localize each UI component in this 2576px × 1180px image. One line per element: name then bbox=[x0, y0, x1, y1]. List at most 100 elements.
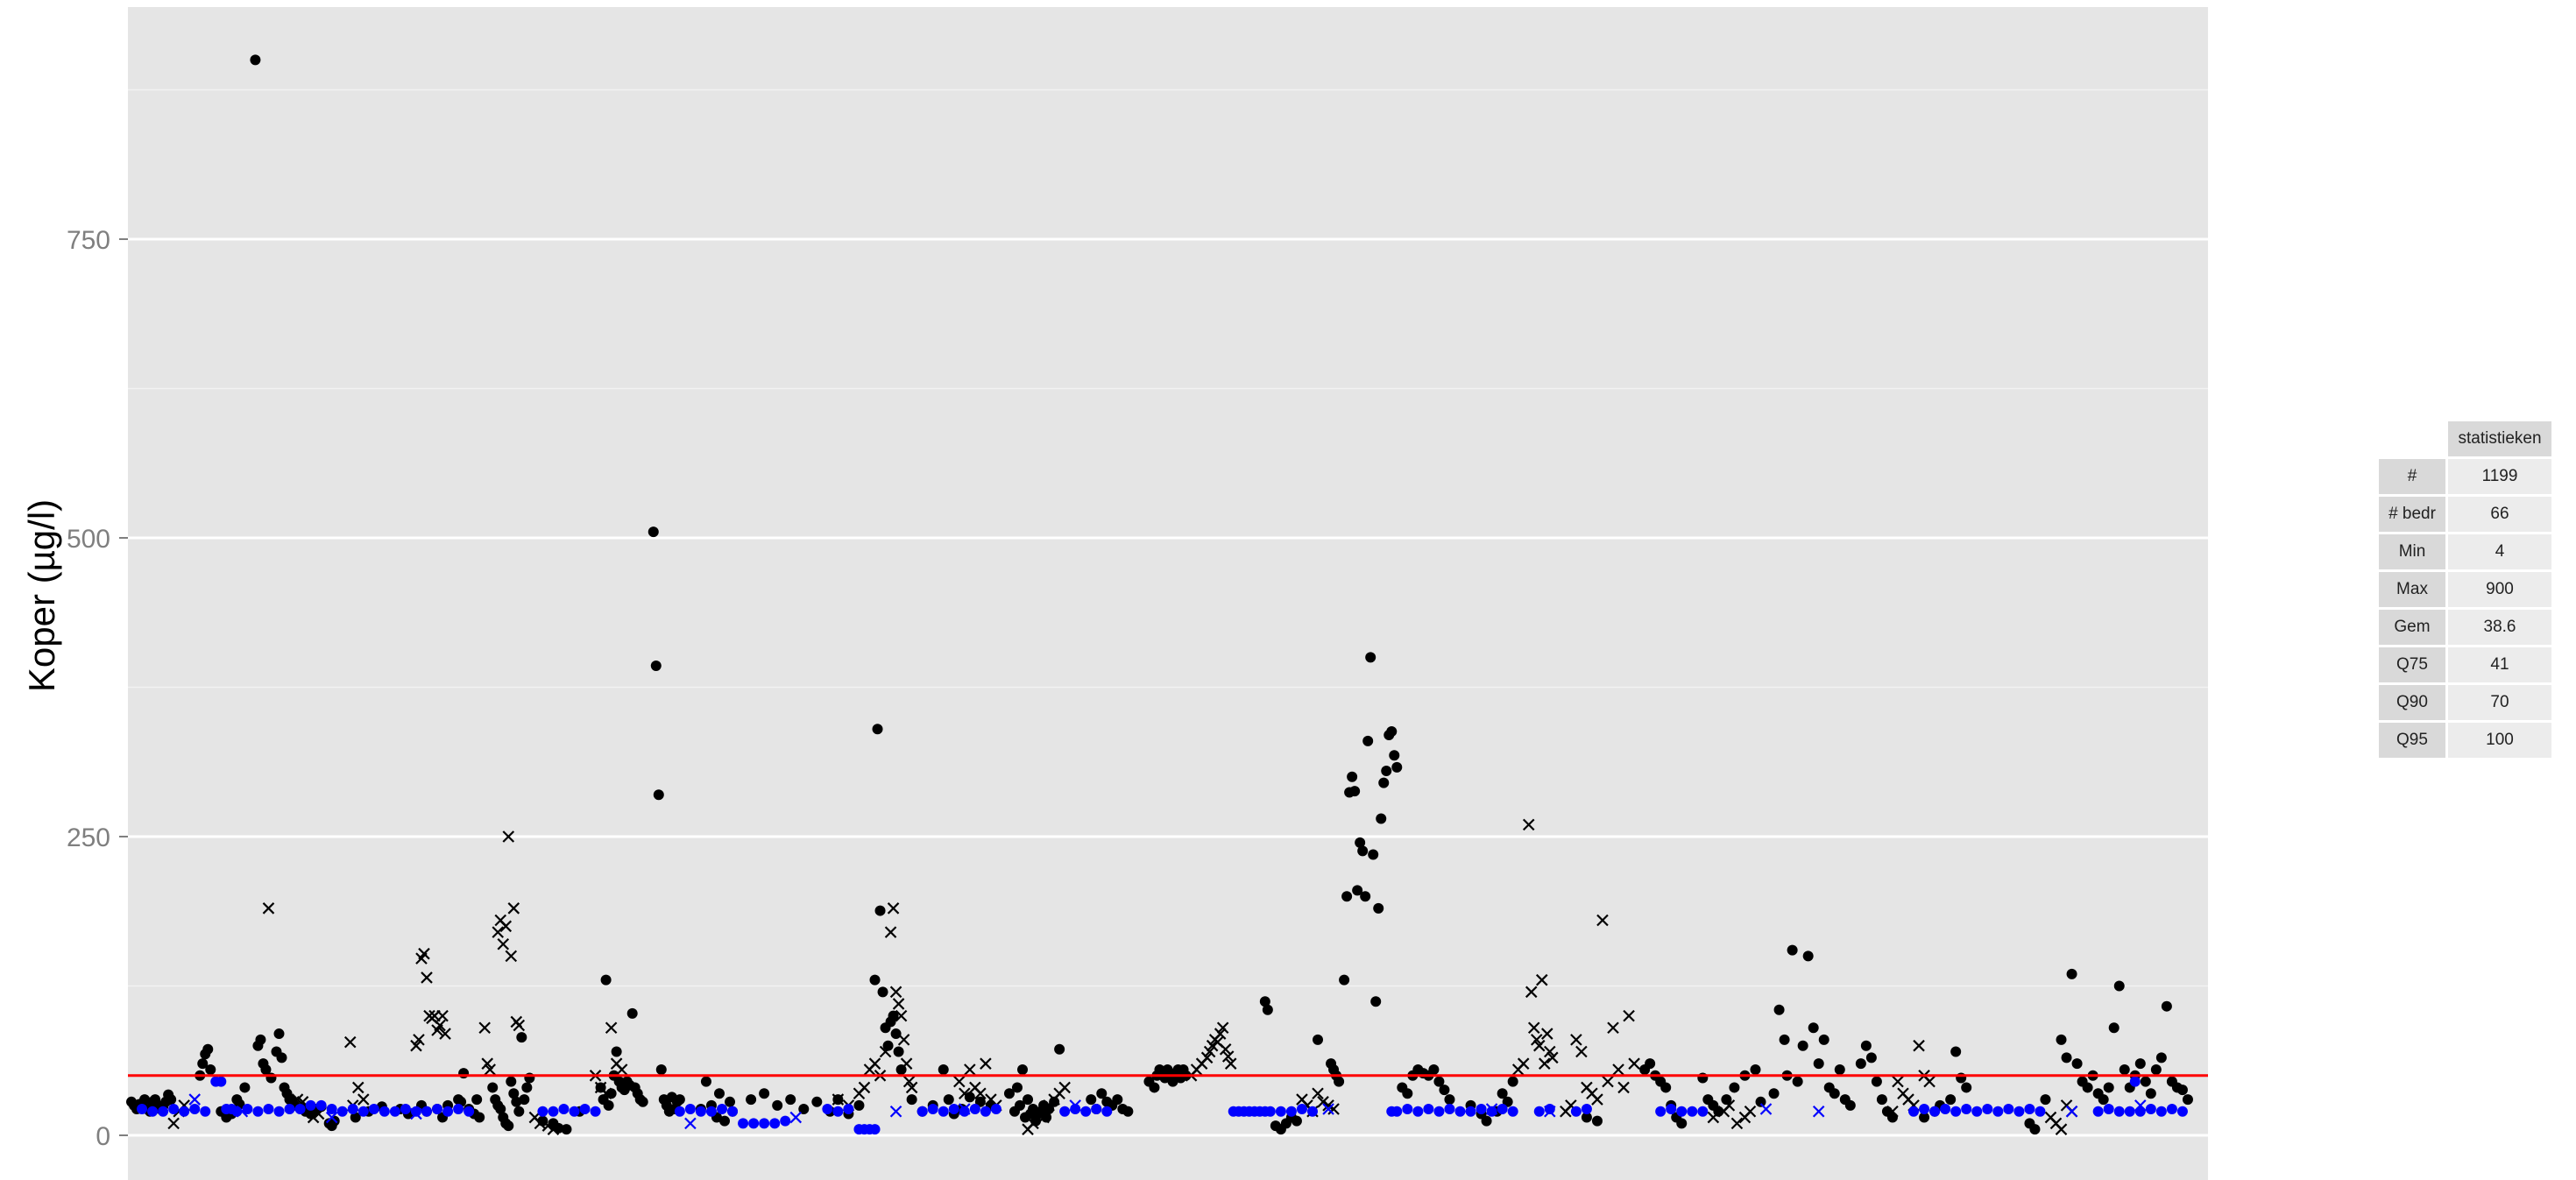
data-point bbox=[1423, 1103, 1434, 1114]
data-point bbox=[410, 1107, 422, 1120]
data-point bbox=[959, 1103, 971, 1115]
data-point bbox=[139, 1094, 151, 1106]
data-point bbox=[1750, 1063, 1761, 1075]
data-point bbox=[2065, 1105, 2078, 1118]
statistics-row: Q75 41 bbox=[2379, 647, 2551, 682]
statistics-row: Q90 70 bbox=[2379, 685, 2551, 720]
data-point bbox=[1779, 1034, 1790, 1045]
data-point bbox=[1544, 1045, 1556, 1058]
data-point bbox=[511, 1096, 522, 1107]
data-point bbox=[772, 1099, 783, 1111]
data-point bbox=[1612, 1063, 1624, 1076]
data-point bbox=[1054, 1043, 1065, 1055]
data-point bbox=[508, 1088, 520, 1099]
data-point bbox=[1533, 1106, 1545, 1117]
data-point bbox=[216, 1076, 227, 1087]
data-point bbox=[888, 1010, 899, 1021]
data-point bbox=[1439, 1085, 1450, 1096]
data-point bbox=[343, 1035, 357, 1049]
data-point bbox=[1855, 1058, 1866, 1070]
data-point bbox=[938, 1106, 949, 1117]
data-point bbox=[326, 1103, 337, 1114]
data-point bbox=[534, 1117, 547, 1130]
y-tick-label: 750 bbox=[67, 226, 110, 255]
data-point bbox=[273, 1028, 285, 1040]
data-point bbox=[798, 1103, 810, 1114]
data-point bbox=[1214, 1028, 1227, 1040]
data-point bbox=[990, 1103, 1001, 1114]
data-point bbox=[2129, 1076, 2141, 1087]
data-point bbox=[1003, 1088, 1015, 1099]
data-point bbox=[1112, 1094, 1123, 1106]
data-point bbox=[1940, 1103, 1951, 1114]
data-point bbox=[2119, 1063, 2130, 1075]
data-point bbox=[315, 1099, 327, 1111]
data-point bbox=[1792, 1076, 1803, 1087]
data-point bbox=[719, 1115, 731, 1127]
data-point bbox=[2066, 968, 2077, 979]
data-point bbox=[561, 1124, 572, 1135]
data-point bbox=[1591, 1093, 1603, 1106]
data-point bbox=[959, 1087, 971, 1100]
data-point bbox=[137, 1103, 148, 1114]
data-point bbox=[189, 1103, 201, 1114]
data-point bbox=[1950, 1046, 1962, 1057]
data-point bbox=[969, 1103, 980, 1114]
data-point bbox=[2113, 1106, 2125, 1117]
data-point bbox=[674, 1094, 685, 1106]
data-point bbox=[874, 905, 886, 916]
data-point bbox=[1402, 1103, 1413, 1114]
data-point bbox=[1813, 1058, 1824, 1070]
data-point bbox=[1167, 1076, 1178, 1087]
data-point bbox=[307, 1111, 320, 1124]
data-point bbox=[599, 1087, 612, 1100]
data-point bbox=[1365, 652, 1376, 663]
data-point bbox=[2040, 1094, 2051, 1106]
data-point bbox=[2024, 1103, 2035, 1114]
data-point bbox=[464, 1106, 475, 1117]
data-point bbox=[1546, 1051, 1559, 1064]
data-point bbox=[1961, 1082, 1972, 1093]
data-point bbox=[505, 950, 518, 963]
data-point bbox=[1886, 1105, 1899, 1118]
data-point bbox=[1381, 765, 1392, 776]
data-point bbox=[471, 1094, 483, 1106]
data-point bbox=[1507, 1106, 1518, 1117]
statistic-value: 41 bbox=[2448, 647, 2551, 682]
statistics-header-row: statistieken bbox=[2379, 421, 2551, 456]
data-point bbox=[1623, 1009, 1635, 1022]
data-point bbox=[716, 1103, 727, 1114]
data-point bbox=[700, 1076, 711, 1087]
data-point bbox=[695, 1106, 706, 1117]
data-point bbox=[432, 1103, 443, 1114]
data-point bbox=[1433, 1106, 1445, 1117]
data-point bbox=[684, 1117, 697, 1130]
data-point bbox=[2134, 1106, 2146, 1117]
data-point bbox=[179, 1106, 190, 1117]
data-point bbox=[611, 1046, 622, 1057]
data-point bbox=[905, 1081, 918, 1094]
data-point bbox=[759, 1088, 770, 1099]
data-point bbox=[832, 1093, 845, 1106]
data-point bbox=[548, 1106, 559, 1117]
data-point bbox=[1264, 1106, 1276, 1117]
data-point bbox=[1787, 944, 1798, 956]
data-point bbox=[1617, 1081, 1630, 1094]
data-point bbox=[868, 1057, 881, 1070]
data-point bbox=[202, 1043, 214, 1055]
data-point bbox=[2176, 1106, 2188, 1117]
data-point bbox=[276, 1052, 287, 1063]
data-point bbox=[959, 1106, 970, 1117]
data-point bbox=[2145, 1088, 2156, 1099]
data-point bbox=[1412, 1106, 1424, 1117]
data-point bbox=[2145, 1103, 2156, 1114]
data-point bbox=[889, 1105, 902, 1118]
statistics-row: Gem 38.6 bbox=[2379, 610, 2551, 645]
data-point bbox=[347, 1103, 358, 1114]
data-point bbox=[1389, 750, 1400, 761]
data-point bbox=[1334, 1076, 1345, 1087]
data-point bbox=[357, 1106, 369, 1117]
data-point bbox=[2108, 1022, 2120, 1034]
data-point bbox=[1660, 1082, 1672, 1093]
data-point bbox=[1091, 1103, 1102, 1114]
